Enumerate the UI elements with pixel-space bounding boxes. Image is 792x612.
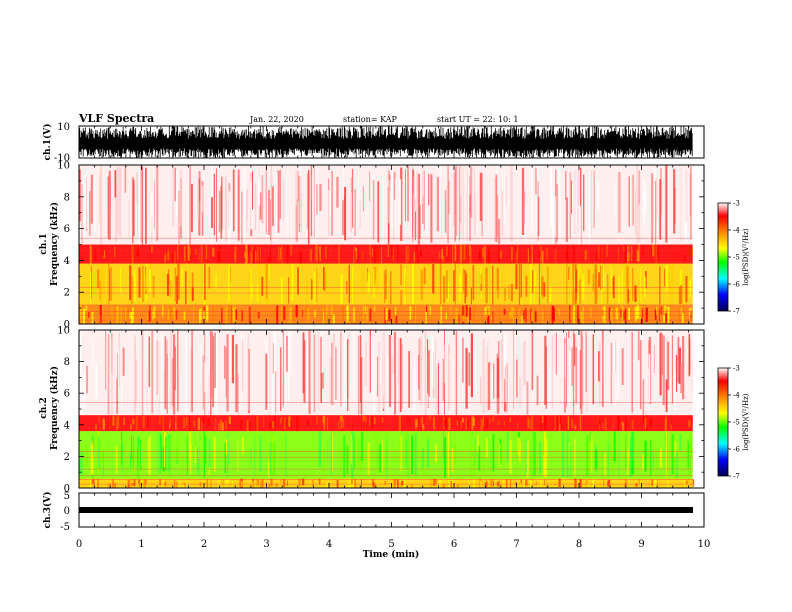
- ch2-colorbar: -3 -4 -5 -6 -7 log(PSD)(V²/Hz): [717, 365, 750, 481]
- ch1-colorbar-tick--6: -6: [733, 281, 740, 289]
- x-tick-0: 0: [76, 539, 82, 550]
- ch3-ytick-bottom: -5: [60, 522, 70, 533]
- ch3-waveform-trace: [79, 507, 693, 513]
- ch3-waveform-panel: 5 0 -5 ch.3(V): [42, 491, 705, 533]
- ch1-frequency-ylabel: Frequency (kHz): [49, 202, 60, 286]
- ch2-freq-ytick-4: 4: [64, 420, 70, 431]
- ch2-colorbar-tick--6: -6: [733, 446, 740, 454]
- ch2-colorbar-tick--4: -4: [733, 392, 740, 400]
- ch1-ytick-top: 10: [57, 122, 70, 133]
- ch1-colorbar-gradient: [717, 202, 729, 312]
- ch1-ytick-bottom: -10: [54, 153, 70, 164]
- ch2-colorbar-tick--3: -3: [733, 365, 740, 373]
- ch2-channel-label: ch.2: [39, 397, 49, 418]
- ch2-colorbar-tick--5: -5: [733, 419, 740, 427]
- x-tick-2: 2: [201, 539, 207, 550]
- ch2-colorbar-label: log(PSD)(V²/Hz): [742, 393, 750, 450]
- ch1-colorbar-tick--3: -3: [733, 200, 740, 208]
- ch2-freq-ytick-0: 0: [64, 484, 70, 495]
- ch1-colorbar: -3 -4 -5 -6 -7 log(PSD)(V²/Hz): [717, 200, 750, 316]
- x-axis-label: Time (min): [363, 549, 420, 560]
- ch2-spectrogram-panel: 0 2 4 6 8 10 ch.2 Frequency (kHz) -3 -4 -5 -6 -7 …: [39, 326, 750, 495]
- x-tick-6: 6: [451, 539, 457, 550]
- ch2-freq-ytick-10: 10: [57, 326, 70, 337]
- ch2-freq-ytick-6: 6: [64, 389, 70, 400]
- ch2-colorbar-tick--7: -7: [733, 473, 740, 481]
- ch1-freq-ytick-10: 10: [57, 161, 70, 172]
- ch2-freq-ytick-8: 8: [64, 357, 70, 368]
- ch1-waveform-panel: 10 -10 ch.1(V): [42, 122, 705, 164]
- ch2-freq-ytick-2: 2: [64, 452, 70, 463]
- x-tick-1: 1: [138, 539, 144, 550]
- ch1-freq-ytick-4: 4: [64, 256, 70, 267]
- ch1-channel-label: ch.1: [39, 233, 49, 254]
- ch1-colorbar-tick--5: -5: [733, 254, 740, 262]
- x-tick-7: 7: [513, 539, 519, 550]
- x-tick-10: 10: [698, 539, 711, 550]
- x-axis-tick-labels: 0 1 2 3 4 5 6 7 8 9 10: [76, 539, 711, 550]
- x-tick-9: 9: [638, 539, 644, 550]
- ch2-frequency-ylabel: Frequency (kHz): [49, 366, 60, 450]
- ch1-spectrogram-panel: 0 2 4 6 8 10 ch.1 Frequency (kHz) -3 -4 -5 -6 -7 …: [39, 161, 750, 331]
- ch3-ytick-top: 5: [64, 491, 70, 502]
- ch1-waveform-ylabel: ch.1(V): [42, 124, 53, 161]
- x-tick-5: 5: [388, 539, 394, 550]
- ch1-colorbar-label: log(PSD)(V²/Hz): [742, 228, 750, 285]
- ch1-freq-ytick-8: 8: [64, 192, 70, 203]
- ch1-colorbar-tick--7: -7: [733, 308, 740, 316]
- ch2-colorbar-gradient: [717, 367, 729, 477]
- ch1-freq-ytick-0: 0: [64, 320, 70, 331]
- x-tick-4: 4: [326, 539, 332, 550]
- figure-title: VLF Spectra: [78, 112, 154, 125]
- ch3-waveform-ylabel: ch.3(V): [42, 492, 53, 529]
- ch3-ytick-mid: 0: [64, 506, 70, 517]
- ch1-colorbar-tick--4: -4: [733, 227, 740, 235]
- ch1-freq-ytick-2: 2: [64, 288, 70, 299]
- date-label: Jan. 22, 2020: [249, 115, 304, 124]
- station-label: station= KAP: [343, 115, 398, 124]
- ch1-spectrogram-image: [79, 165, 704, 324]
- ch1-freq-ytick-6: 6: [64, 224, 70, 235]
- ch2-spectrogram-image: [79, 330, 704, 488]
- x-tick-8: 8: [576, 539, 582, 550]
- start-time-label: start UT = 22: 10: 1: [437, 115, 518, 124]
- x-tick-3: 3: [263, 539, 269, 550]
